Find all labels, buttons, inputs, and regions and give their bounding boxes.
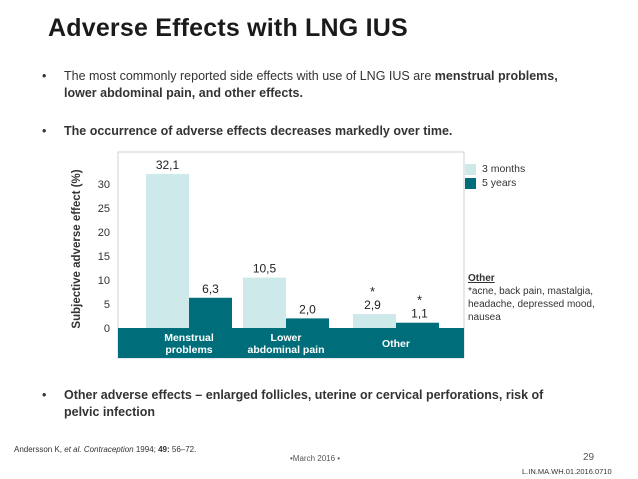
citation-volume: 49: — [158, 445, 170, 454]
y-tick-label: 10 — [98, 275, 110, 287]
bar-5-years — [286, 318, 329, 328]
bullet-3: • Other adverse effects – enlarged folli… — [42, 387, 582, 421]
bar-3-months — [353, 314, 396, 328]
legend-label-3-months: 3 months — [482, 163, 526, 175]
legend-swatch-5-years — [465, 177, 476, 189]
citation-authors: Andersson K, — [14, 445, 65, 454]
other-note-heading: Other — [468, 273, 495, 284]
bullet-3-text: Other adverse effects – enlarged follicl… — [64, 388, 544, 419]
footer-date: •March 2016 • — [290, 454, 341, 463]
y-tick-label: 25 — [98, 203, 110, 215]
slide-title: Adverse Effects with LNG IUS — [48, 14, 408, 42]
bullet-2: • The occurrence of adverse effects decr… — [42, 123, 582, 140]
citation-year: 1994; — [133, 445, 159, 454]
y-tick-label: 20 — [98, 227, 110, 239]
bar-5-years — [189, 297, 232, 328]
citation: Andersson K, et al. Contraception 1994; … — [14, 445, 196, 454]
bullet-1: • The most commonly reported side effect… — [42, 68, 562, 102]
category-band — [118, 328, 464, 358]
category-label: Lower — [271, 332, 302, 344]
legend-item-3-months: 3 months — [465, 163, 525, 175]
category-label: Other — [382, 338, 410, 350]
asterisk-annotation: * — [417, 293, 422, 308]
bullet-dot: • — [42, 388, 47, 402]
other-effects-note: Other *acne, back pain, mastalgia, heada… — [468, 272, 618, 324]
legend-swatch-3-months — [465, 163, 476, 175]
y-tick-label: 0 — [104, 323, 110, 335]
bullet-dot: • — [42, 124, 47, 138]
bar-value-label: 10,5 — [253, 262, 277, 276]
bar-value-label: 32,1 — [156, 158, 180, 172]
y-tick-label: 30 — [98, 179, 110, 191]
asterisk-annotation: * — [370, 284, 375, 299]
bar-value-label: 2,9 — [364, 298, 381, 312]
bullet-1-text: The most commonly reported side effects … — [64, 69, 435, 83]
bar-5-years — [396, 322, 439, 328]
document-code: L.IN.MA.WH.01.2016.0710 — [522, 467, 612, 476]
adverse-effects-chart: 0 5 10 15 20 25 30 Subjective adverse effect (%… — [66, 150, 596, 365]
chart-svg: 0 5 10 15 20 25 30 Subjective adverse effect (%… — [71, 151, 465, 359]
page-number: 29 — [583, 452, 595, 463]
bar-3-months — [146, 173, 189, 328]
bar-value-label: 1,1 — [411, 307, 428, 321]
y-tick-label: 15 — [98, 251, 110, 263]
bullet-2-text: The occurrence of adverse effects decrea… — [64, 124, 453, 138]
bar-value-label: 2,0 — [299, 302, 316, 316]
bar-3-months — [243, 277, 286, 328]
category-label: abdominal pain — [247, 344, 324, 356]
y-axis-label: Subjective adverse effect (%) — [71, 169, 83, 328]
citation-journal: et al. Contraception — [64, 445, 134, 454]
citation-pages: 56–72. — [169, 445, 197, 454]
category-label: problems — [165, 344, 212, 356]
bullet-dot: • — [42, 69, 47, 83]
legend-item-5-years: 5 years — [465, 177, 525, 189]
bar-value-label: 6,3 — [202, 282, 219, 296]
bullet-1-bold: menstrual problems, lower abdominal pain… — [64, 69, 558, 100]
legend-label-5-years: 5 years — [482, 177, 517, 189]
chart-legend: 3 months 5 years — [465, 163, 525, 191]
other-note-text: *acne, back pain, mastalgia, headache, d… — [468, 286, 595, 323]
category-label: Menstrual — [164, 332, 214, 344]
y-tick-label: 5 — [104, 299, 110, 311]
